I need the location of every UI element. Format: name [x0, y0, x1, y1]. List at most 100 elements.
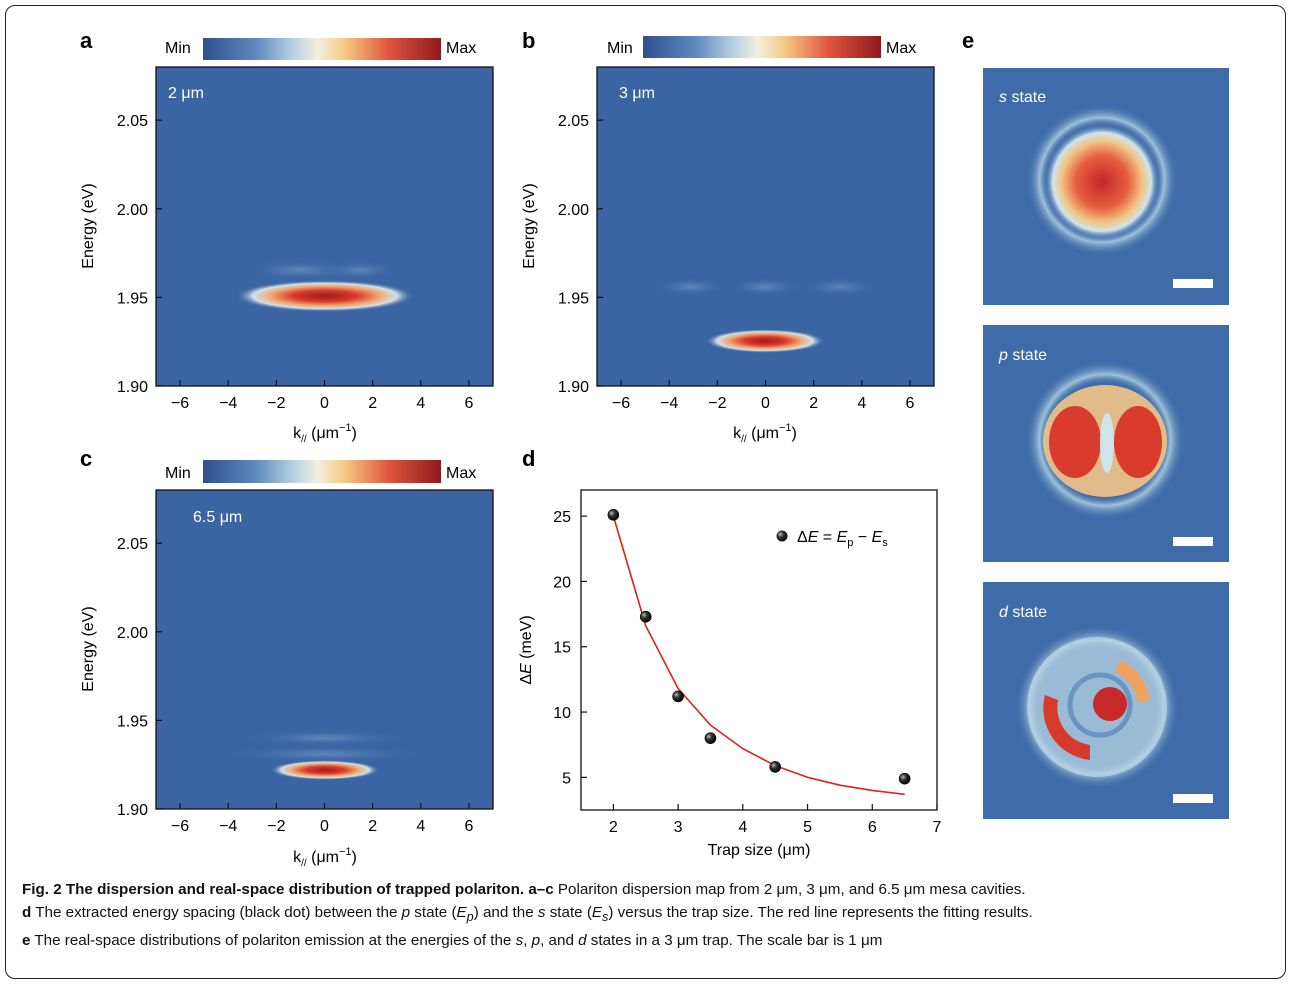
x-tick-label: 6 — [464, 395, 473, 412]
x-tick-label: 6 — [868, 819, 877, 836]
trap-size-label: 6.5 μm — [193, 509, 242, 526]
caption-text: ) versus the trap size. The red line rep… — [608, 904, 1033, 921]
chart-d: 2 3 4 5 6 7 5 10 15 20 25 — [553, 509, 942, 836]
state-label: d state — [999, 604, 1047, 621]
x-tick-label: 2 — [809, 395, 818, 412]
x-axis-label: Trap size (μm) — [708, 842, 811, 859]
caption-italic: E — [591, 904, 603, 921]
s-state-image: s state — [983, 68, 1229, 305]
x-tick-label: 0 — [320, 395, 329, 412]
y-tick-label: 1.95 — [558, 290, 589, 307]
colorbar — [203, 460, 441, 483]
caption-text: The extracted energy spacing (black dot)… — [31, 904, 402, 921]
x-tick-label: −4 — [219, 818, 237, 835]
colorbar-min-label: Min — [165, 465, 191, 482]
outer-arc — [1043, 695, 1090, 760]
upper-mode — [235, 729, 415, 747]
state-label: p state — [998, 347, 1047, 364]
panel-letter: c — [80, 446, 92, 471]
x-tick-label: −4 — [219, 395, 237, 412]
x-tick-label: −6 — [171, 818, 189, 835]
y-tick-label: 2.05 — [117, 536, 148, 553]
caption-text: The real-space distributions of polarito… — [30, 932, 516, 950]
x-tick-label: 4 — [738, 819, 747, 836]
caption-title: Fig. 2 The dispersion and real-space dis… — [22, 881, 525, 898]
y-tick-label: 2.05 — [558, 113, 589, 130]
legend-marker — [776, 530, 788, 542]
y-axis-label: Energy (eV) — [80, 606, 97, 691]
caption-text: , and — [540, 932, 579, 950]
y-tick-label: 25 — [553, 509, 571, 526]
emission-lobe — [1049, 406, 1101, 478]
center-spot — [1093, 687, 1127, 721]
y-tick-label: 1.90 — [117, 802, 148, 819]
figure-caption: Fig. 2 The dispersion and real-space dis… — [22, 878, 1277, 952]
axes-a: −6 −4 −2 0 2 4 6 1.90 1.95 2.00 2.05 — [117, 113, 474, 412]
x-tick-label: 4 — [416, 395, 425, 412]
panel-letter: e — [962, 28, 974, 53]
caption-italic: E — [456, 904, 467, 921]
data-point — [704, 732, 717, 744]
figure-canvas: a Min Max 2 μm −6 −4 −2 0 2 4 6 1.90 1.95 2.00 2.0… — [80, 28, 1229, 869]
upper-mode — [800, 277, 880, 297]
panel-d: d 2 3 4 5 6 7 5 10 15 20 25 ΔE (meV) Trap size (μm… — [518, 446, 942, 859]
y-tick-label: 1.90 — [117, 379, 148, 396]
y-tick-label: 2.05 — [117, 113, 148, 130]
x-tick-label: 0 — [320, 818, 329, 835]
data-point — [639, 610, 652, 623]
y-tick-label: 10 — [553, 705, 571, 722]
panel-e: e s state p state d state — [962, 28, 1229, 819]
upper-mode — [725, 277, 805, 297]
emission-lobe — [1114, 406, 1162, 478]
y-tick-label: 1.90 — [558, 379, 589, 396]
p-state-image: p state — [983, 325, 1229, 562]
x-tick-label: 7 — [933, 819, 942, 836]
colorbar-max-label: Max — [446, 40, 476, 57]
data-point — [607, 509, 620, 521]
x-tick-label: 2 — [609, 819, 618, 836]
caption-text: state ( — [545, 904, 592, 921]
caption-text: Polariton dispersion map from 2 μm, 3 μm… — [553, 881, 1026, 898]
caption-text: state ( — [410, 904, 457, 921]
state-label: s state — [999, 89, 1046, 106]
outer-arc — [1115, 660, 1150, 703]
nodal-line — [1100, 413, 1114, 473]
y-tick-label: 2.00 — [117, 625, 148, 642]
y-tick-label: 2.00 — [117, 202, 148, 219]
x-tick-label: 2 — [368, 395, 377, 412]
caption-ref: a — [528, 881, 537, 898]
dispersion-map — [155, 66, 494, 387]
caption-ref: d — [22, 904, 32, 921]
panel-letter: d — [522, 446, 535, 471]
caption-italic: d — [578, 932, 587, 950]
x-axis-label: k// (μm−1) — [293, 422, 357, 445]
y-axis-label: ΔE (meV) — [518, 615, 535, 684]
ground-mode — [235, 280, 415, 312]
x-axis-label: k// (μm−1) — [293, 846, 357, 869]
caption-italic: p — [531, 932, 541, 950]
x-tick-label: −2 — [267, 818, 285, 835]
x-tick-label: 0 — [761, 395, 770, 412]
y-tick-label: 5 — [562, 770, 571, 787]
ground-mode — [270, 760, 380, 780]
x-tick-label: −2 — [708, 395, 726, 412]
y-tick-label: 2.00 — [558, 202, 589, 219]
data-point — [898, 772, 911, 785]
upper-mode — [215, 745, 435, 763]
upper-mode — [320, 260, 400, 280]
x-tick-label: 5 — [803, 819, 812, 836]
caption-text: states in a 3 μm trap. The scale bar is … — [586, 932, 883, 950]
x-tick-label: −2 — [267, 395, 285, 412]
colorbar — [643, 36, 881, 58]
caption-text: ) and the — [473, 904, 538, 921]
caption-italic: s — [537, 904, 546, 921]
colorbar-max-label: Max — [886, 40, 916, 57]
data-point — [672, 690, 684, 703]
x-tick-label: 3 — [674, 819, 683, 836]
colorbar-max-label: Max — [446, 465, 476, 482]
scale-bar — [1173, 537, 1213, 546]
colorbar-min-label: Min — [165, 40, 191, 57]
y-tick-label: 1.95 — [117, 290, 148, 307]
x-tick-label: −6 — [612, 395, 630, 412]
scale-bar — [1173, 794, 1213, 803]
